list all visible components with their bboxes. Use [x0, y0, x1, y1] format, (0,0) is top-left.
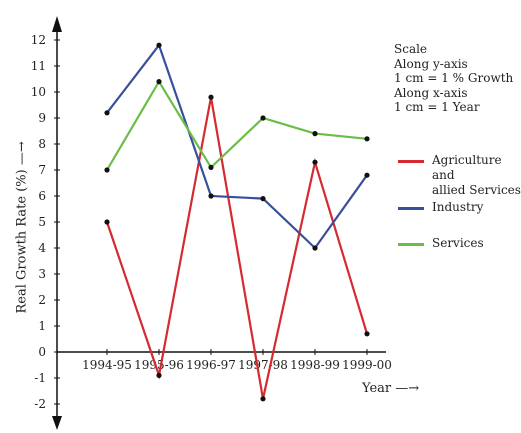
legend-swatch-agriculture	[398, 160, 424, 163]
y-tick-label: 5	[38, 215, 46, 229]
series-line-1	[106, 42, 368, 250]
series-line-0	[105, 96, 369, 400]
data-point-series-1	[260, 196, 266, 202]
x-axis-label: Year —→	[362, 381, 419, 396]
scale-note-x-axis: Along x-axis	[394, 85, 468, 100]
data-points	[104, 42, 370, 402]
scale-note: Scale Along y-axis 1 cm = 1 % Growth Alo…	[394, 42, 513, 115]
y-tick-label: 7	[38, 163, 46, 177]
scale-note-title: Scale	[394, 42, 428, 56]
y-tick-label: 9	[38, 111, 46, 125]
data-point-series-0	[260, 396, 266, 402]
y-tick-label: -1	[34, 371, 46, 385]
legend-swatch-services	[398, 243, 424, 246]
y-tick-label: 1	[38, 319, 46, 333]
y-axis-bottom-arrow-icon	[52, 416, 62, 430]
data-point-series-2	[364, 136, 370, 142]
x-tick-label: 1994-95	[82, 358, 132, 372]
data-point-series-0	[312, 159, 318, 165]
series-lines	[105, 42, 369, 400]
legend-label-services: Services	[432, 236, 484, 250]
data-point-series-1	[312, 245, 318, 251]
data-point-series-1	[156, 42, 162, 48]
data-point-series-1	[364, 172, 370, 178]
legend-label-industry: Industry	[432, 200, 484, 214]
data-point-series-0	[156, 372, 162, 378]
data-point-series-2	[208, 164, 214, 170]
legend-item-services: Services	[398, 236, 484, 251]
y-tick-label: 4	[38, 241, 46, 255]
data-point-series-1	[104, 110, 110, 116]
data-point-series-2	[260, 115, 266, 121]
axes	[52, 16, 386, 430]
scale-note-y-unit: 1 cm = 1 % Growth	[394, 71, 514, 85]
x-tick-label: 1998-99	[290, 358, 340, 372]
data-point-series-2	[104, 167, 110, 173]
y-tick-label: 3	[38, 267, 46, 281]
y-axis-top-arrow-icon	[52, 16, 62, 32]
y-tick-label: -2	[34, 397, 46, 411]
y-axis-arrow-icon: —→	[14, 141, 30, 166]
data-point-series-2	[156, 79, 162, 85]
y-tick-label: 10	[31, 85, 46, 99]
y-tick-label: 6	[38, 189, 46, 203]
x-tick-label: 1995-96	[134, 358, 184, 372]
legend-item-agriculture: Agriculture and allied Services	[398, 153, 521, 198]
scale-note-x-unit: 1 cm = 1 Year	[394, 100, 480, 114]
y-tick-label: 11	[31, 59, 46, 73]
legend-swatch-industry	[398, 207, 424, 210]
x-tick-label: 1997-98	[238, 358, 288, 372]
data-point-series-1	[208, 193, 214, 199]
data-point-series-0	[364, 331, 370, 337]
x-tick-label: 1999-00	[342, 358, 392, 372]
scale-note-y-axis: Along y-axis	[394, 56, 468, 71]
x-tick-label: 1996-97	[186, 358, 236, 372]
y-tick-label: 12	[31, 33, 46, 47]
data-point-series-0	[104, 219, 110, 225]
x-axis-label-text: Year	[362, 381, 392, 396]
y-tick-label: 8	[38, 137, 46, 151]
legend-label-agriculture: Agriculture and allied Services	[432, 153, 521, 197]
series-line-2	[106, 79, 368, 171]
legend-item-industry: Industry	[398, 200, 483, 215]
y-tick-label: 0	[38, 345, 46, 359]
y-axis-label-text: Real Growth Rate (%)	[14, 169, 30, 314]
data-point-series-2	[312, 131, 318, 137]
y-tick-label: 2	[38, 293, 46, 307]
x-axis-arrow-icon: —→	[395, 381, 420, 396]
y-axis-label: Real Growth Rate (%) —→	[15, 141, 30, 313]
x-tick-labels: 1994-95 1995-96 1996-97 1997-98 1998-99 1999-…	[82, 349, 392, 372]
data-point-series-0	[208, 94, 214, 100]
